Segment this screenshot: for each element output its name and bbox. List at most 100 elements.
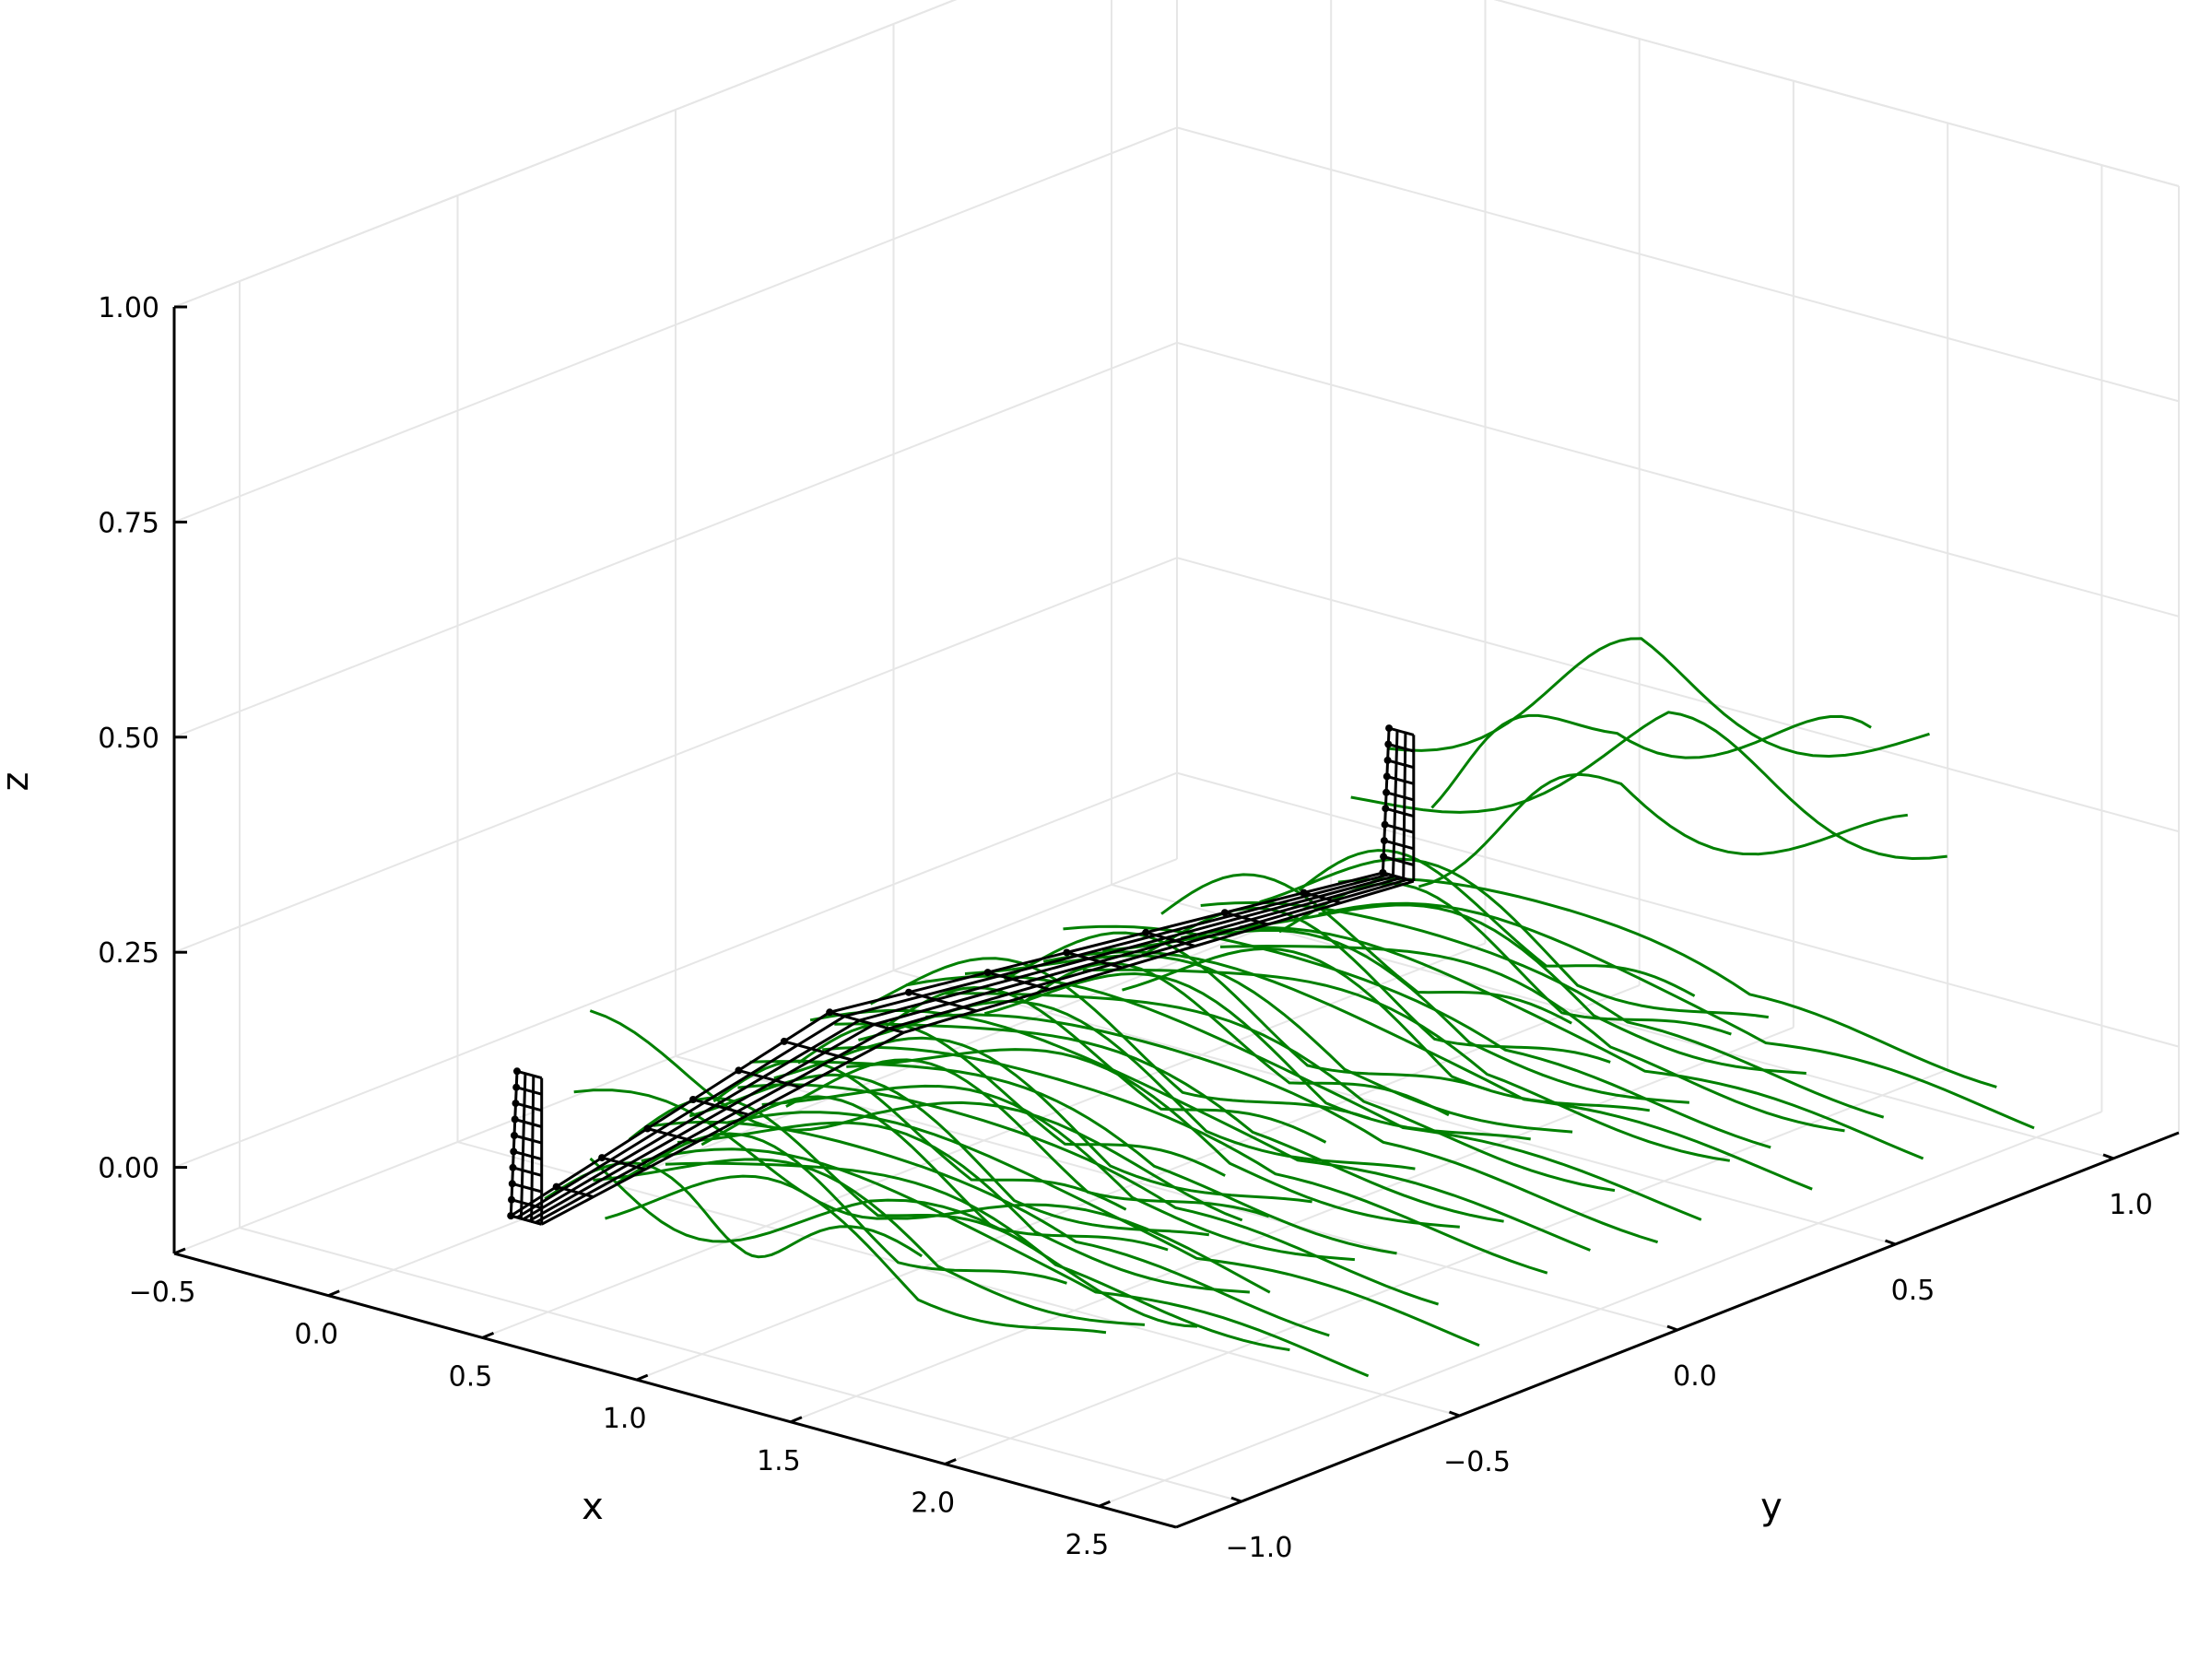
streamline <box>1181 926 1924 1160</box>
streamline <box>725 1111 1480 1347</box>
wing-node-marker <box>1220 909 1229 917</box>
streamline <box>605 1174 1107 1335</box>
pane-frame <box>1493 0 2180 187</box>
streamline <box>761 1084 1356 1262</box>
grid-line-y <box>457 1141 1460 1417</box>
streamlines-series <box>544 637 2035 1378</box>
wing-chord-line <box>1145 931 1196 947</box>
wing-node-marker <box>735 1066 743 1075</box>
z-tick-label: 1.00 <box>98 292 159 324</box>
axes <box>172 305 2180 1529</box>
z-axis-label: z <box>0 772 37 792</box>
wing-node-marker <box>826 1008 834 1017</box>
tick-labels: 0.00 0.25 0.50 0.75 1.00 −0.5 0.0 0.5 1.0 1.5 2.0 2… <box>98 292 2153 1564</box>
x-tick <box>790 1416 803 1424</box>
x-tick-label: 2.5 <box>1065 1529 1110 1561</box>
z-tick-label: 0.75 <box>98 507 159 539</box>
winglet-spar <box>1402 732 1407 879</box>
y-tick <box>1666 1324 1678 1332</box>
y-tick <box>1448 1410 1461 1418</box>
streamline <box>749 1060 1397 1255</box>
z-tick-label: 0.00 <box>98 1153 159 1185</box>
streamline <box>665 1161 1290 1352</box>
wing-chord-line <box>783 1040 853 1062</box>
streamline <box>712 1059 1127 1211</box>
x-tick-label: 0.5 <box>449 1360 493 1393</box>
grid-line-z <box>1176 341 2180 618</box>
grid-line-x <box>173 858 1178 1254</box>
grid-line-y <box>893 970 1896 1245</box>
winglet-rib <box>514 1118 543 1128</box>
streamline <box>1350 711 1947 861</box>
wing-chord-line <box>556 1185 594 1199</box>
streamline <box>1003 931 1490 1092</box>
streamline <box>822 1045 1548 1275</box>
winglet-rib <box>512 1182 543 1194</box>
wing-chord-line <box>1303 891 1342 905</box>
grid-line-x <box>482 942 1486 1339</box>
streamline <box>1082 968 1731 1162</box>
y-tick-label: 0.0 <box>1673 1360 1717 1393</box>
streamline <box>834 1022 1504 1223</box>
x-tick-label: 0.0 <box>294 1319 338 1351</box>
streamline <box>653 1120 1330 1337</box>
y-tick <box>2102 1153 2114 1160</box>
x-axis-label: x <box>582 1486 604 1528</box>
winglet-rib <box>1384 806 1415 818</box>
streamline <box>869 957 1371 1120</box>
winglet-spar <box>1381 728 1391 874</box>
y-tick-label: 1.0 <box>2109 1189 2153 1221</box>
y-tick-label: −1.0 <box>1226 1532 1293 1564</box>
wing-node-marker <box>983 969 992 977</box>
winglet-spar <box>530 1076 535 1222</box>
winglet-rib <box>515 1101 543 1112</box>
x-tick <box>173 1247 186 1255</box>
streamline <box>885 985 1327 1144</box>
streamline <box>737 1083 1440 1306</box>
streamline <box>1318 901 2035 1130</box>
x-tick-label: 1.0 <box>603 1403 647 1435</box>
winglet-spar <box>509 1071 519 1217</box>
streamline <box>1122 947 1651 1112</box>
wing-chord-line <box>987 971 1050 991</box>
wing-node-marker <box>1300 888 1308 897</box>
streamline <box>1219 944 1845 1133</box>
grid-line-z <box>1176 557 2180 833</box>
winglet-rib <box>1385 791 1415 802</box>
wing-node-marker <box>1142 928 1150 936</box>
winglet-spar <box>519 1073 527 1219</box>
streamline <box>1240 903 1806 1075</box>
z-tick-label: 0.50 <box>98 723 159 755</box>
winglet-rib <box>513 1134 543 1145</box>
x-axis-line <box>173 1252 1177 1529</box>
wing-node-marker <box>905 988 912 996</box>
streamline <box>1418 772 1909 888</box>
streamline <box>925 1013 1659 1244</box>
winglet-rib <box>516 1069 543 1080</box>
wing-node-marker <box>780 1037 788 1045</box>
streamline <box>544 1161 924 1259</box>
pane-frame <box>173 0 958 308</box>
streamline <box>1337 877 1997 1088</box>
winglet-rib <box>511 1198 543 1210</box>
winglet-rib <box>1382 871 1415 883</box>
y-tick <box>1230 1496 1242 1503</box>
streamline <box>945 992 1616 1193</box>
grid-line-x <box>1099 1111 2102 1508</box>
wing-chord-line <box>647 1127 698 1144</box>
winglet-rib <box>1383 839 1415 851</box>
streamline <box>983 971 1531 1141</box>
winglet-rib <box>1382 855 1415 866</box>
streamline <box>1298 849 1696 997</box>
x-tick <box>636 1373 649 1382</box>
grid-line-z <box>1176 126 2180 403</box>
x-tick <box>944 1458 957 1465</box>
winglet-rib <box>1387 743 1415 753</box>
grid-line-z <box>1493 0 2180 187</box>
y-tick <box>1884 1239 1897 1246</box>
winglet-rib <box>510 1214 543 1226</box>
wing-node-marker <box>1063 948 1071 957</box>
winglet-rib <box>1384 823 1415 834</box>
streamline <box>846 1048 1460 1229</box>
